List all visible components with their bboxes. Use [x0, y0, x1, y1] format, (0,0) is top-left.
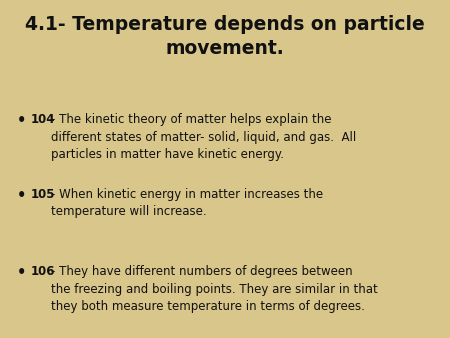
Text: - They have different numbers of degrees between
the freezing and boiling points: - They have different numbers of degrees… [51, 265, 378, 313]
Text: 4.1- Temperature depends on particle
movement.: 4.1- Temperature depends on particle mov… [25, 15, 425, 58]
Text: •: • [17, 188, 27, 202]
Text: 104: 104 [31, 113, 55, 126]
Text: •: • [17, 113, 27, 128]
Text: - When kinetic energy in matter increases the
temperature will increase.: - When kinetic energy in matter increase… [51, 188, 323, 218]
Text: •: • [17, 265, 27, 280]
Text: 105: 105 [31, 188, 55, 200]
Text: 106: 106 [31, 265, 55, 278]
Text: - The kinetic theory of matter helps explain the
different states of matter- sol: - The kinetic theory of matter helps exp… [51, 113, 356, 161]
